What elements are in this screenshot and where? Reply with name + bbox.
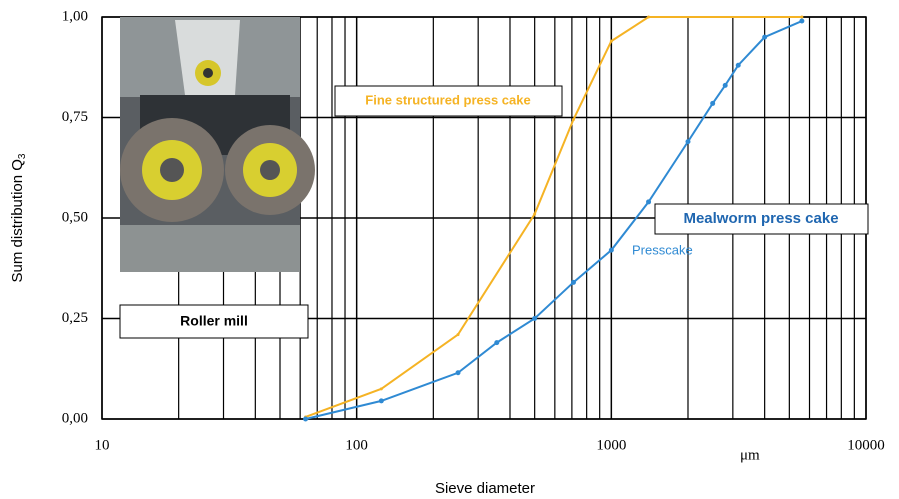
y-tick-label: 0,00 — [62, 410, 88, 426]
y-tick-label: 0,25 — [62, 310, 88, 326]
x-tick-label: 10 — [95, 437, 110, 453]
y-tick-label: 1,00 — [62, 8, 88, 24]
data-point — [762, 34, 768, 40]
x-tick-label: 10000 — [847, 437, 885, 453]
data-point — [735, 62, 741, 68]
x-tick-label: 100 — [345, 437, 368, 453]
data-line — [305, 16, 802, 418]
data-point — [685, 139, 691, 145]
x-tick-label: 1000 — [596, 437, 626, 453]
data-point — [799, 18, 805, 24]
annotation: Roller mill — [180, 313, 248, 329]
y-axis-label-subscript: 3 — [17, 153, 28, 159]
annotation: Presscake — [632, 242, 693, 257]
y-tick-label: 0,50 — [62, 209, 88, 225]
data-point — [494, 340, 500, 346]
data-point — [303, 416, 309, 422]
x-unit: μm — [740, 447, 760, 463]
legend-box — [654, 203, 869, 235]
y-tick-label: 0,75 — [62, 109, 88, 125]
x-axis-label: Sieve diameter — [435, 480, 535, 497]
data-point — [609, 39, 613, 43]
legend-box — [334, 85, 563, 117]
data-line — [305, 20, 803, 420]
data-point — [379, 387, 383, 391]
data-point — [533, 212, 537, 216]
data-point — [571, 118, 575, 122]
data-point — [722, 82, 728, 88]
data-point — [647, 15, 651, 19]
legend-label: Fine structured press cake — [365, 92, 530, 107]
roller-mill-photo — [120, 17, 315, 272]
data-point — [800, 15, 804, 19]
data-point — [710, 100, 716, 106]
data-point — [646, 199, 652, 205]
data-point — [532, 316, 538, 321]
data-point — [378, 398, 384, 404]
y-axis-label-text: Sum distribution Q — [9, 159, 26, 282]
data-point — [456, 333, 460, 337]
annotation-box — [119, 304, 309, 339]
data-point — [608, 247, 614, 253]
y-axis-label: Sum distribution Q3 — [9, 153, 28, 282]
legend-label: Mealworm press cake — [683, 210, 838, 227]
data-point — [570, 279, 576, 285]
data-point — [455, 370, 461, 376]
